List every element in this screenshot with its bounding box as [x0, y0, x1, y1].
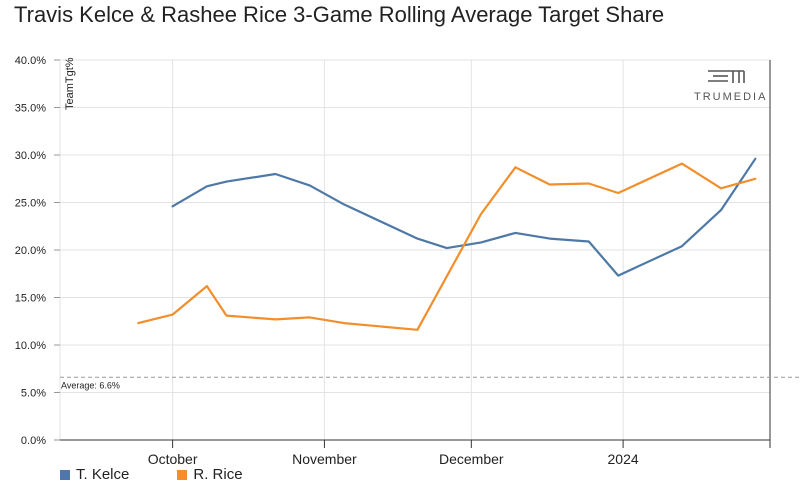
trumedia-logo: TRUMEDIA	[694, 70, 767, 103]
chart-title: Travis Kelce & Rashee Rice 3-Game Rollin…	[14, 2, 665, 27]
y-axis-title: TeamTgt%	[64, 57, 76, 110]
legend-swatch	[177, 469, 188, 480]
legend-label: R. Rice	[193, 466, 243, 483]
y-axis-ticks: 0.0% 5.0% 10.0% 15.0% 20.0% 25.0% 30.0% 35.0% 40…	[15, 55, 60, 447]
y-tick-label: 35.0%	[15, 103, 46, 115]
x-axis-ticks: October November December 2024	[148, 440, 639, 467]
y-gridlines	[60, 59, 770, 441]
y-tick-label: 15.0%	[15, 293, 46, 305]
series-line-0	[171, 157, 757, 277]
logo-text: TRUMEDIA	[694, 91, 767, 103]
y-tick-label: 20.0%	[15, 245, 46, 257]
y-tick-label: 30.0%	[15, 150, 46, 162]
series-line-1	[137, 162, 757, 331]
trumedia-logo-icon	[708, 70, 745, 83]
legend-item: R. Rice	[177, 466, 243, 483]
x-tick-label: November	[292, 451, 357, 467]
x-tick-label: October	[148, 451, 198, 467]
legend-swatch	[60, 469, 70, 480]
average-reference-label: Average: 6.6%	[61, 380, 120, 390]
y-tick-label: 10.0%	[15, 340, 46, 352]
legend-label: T. Kelce	[76, 466, 130, 483]
legend: T. Kelce R. Rice	[60, 466, 243, 483]
legend-item: T. Kelce	[60, 466, 129, 483]
reference-line-group: Average: 6.6%	[60, 376, 800, 390]
x-tick-label: 2024	[608, 451, 639, 467]
y-tick-label: 5.0%	[21, 388, 46, 400]
x-tick-label: December	[439, 451, 504, 467]
y-tick-label: 40.0%	[15, 55, 46, 67]
y-tick-label: 25.0%	[15, 198, 46, 210]
series-lines	[137, 157, 757, 331]
y-tick-label: 0.0%	[21, 435, 46, 447]
